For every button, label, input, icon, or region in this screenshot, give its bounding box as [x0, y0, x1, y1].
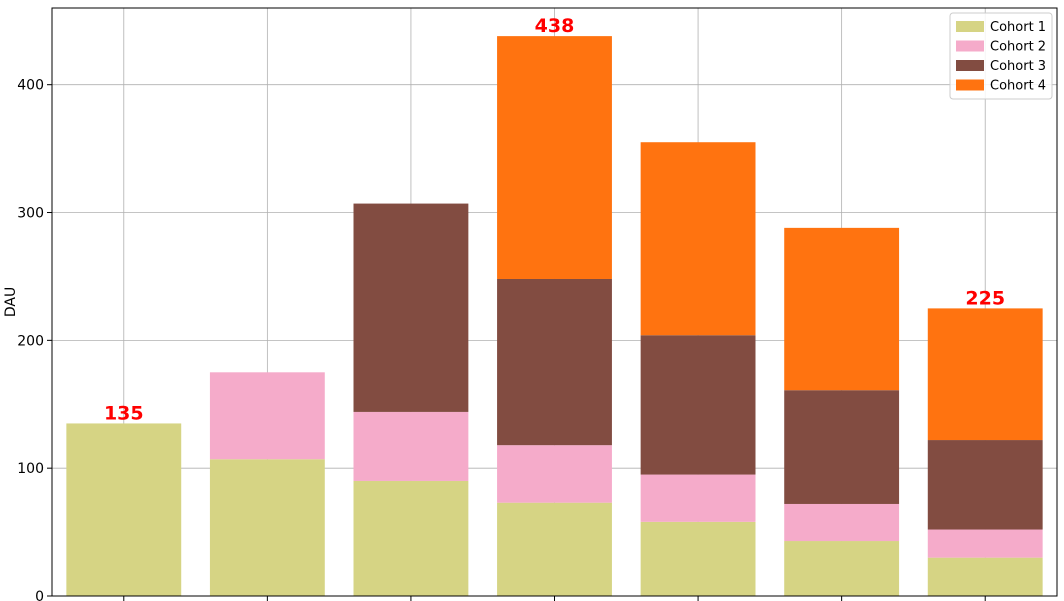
bar-segment [784, 227, 900, 391]
y-tick-label: 0 [35, 589, 44, 601]
bar-total-label: 135 [104, 402, 144, 424]
bar-segment [353, 480, 469, 596]
bar-segment [497, 502, 612, 596]
bar-segment [640, 142, 756, 336]
bar-segment [209, 459, 325, 596]
bar-segment [497, 278, 612, 446]
bar-total-label: 438 [535, 15, 575, 37]
y-tick-label: 100 [17, 461, 44, 477]
bar-segment [784, 503, 900, 542]
bar-segment [353, 203, 469, 412]
bars [66, 36, 1043, 596]
bar-segment [927, 440, 1043, 530]
bar-segment [640, 474, 756, 522]
legend-entry: Cohort 3 [990, 59, 1046, 74]
bar-segment [927, 557, 1043, 596]
legend-box [949, 12, 1053, 100]
legend-entry: Cohort 2 [990, 40, 1046, 55]
bar-segment [640, 335, 756, 475]
legend-swatch [956, 79, 984, 91]
legend-entry: Cohort 4 [990, 79, 1046, 94]
legend-entry: Cohort 1 [990, 20, 1046, 35]
legend-swatch [956, 60, 984, 71]
bar-segment [209, 372, 325, 460]
bar-segment [927, 308, 1043, 441]
axis-ticks: 0 100 200 300 400 [17, 78, 986, 601]
total-labels: 135 438 225 [104, 15, 1005, 424]
bar-segment [784, 541, 900, 596]
y-tick-label: 200 [17, 333, 44, 349]
bar-segment [927, 529, 1043, 558]
legend-swatch [956, 21, 984, 32]
y-axis-label: DAU [3, 287, 19, 317]
bar-segment [497, 36, 612, 279]
bar-total-label: 225 [965, 287, 1005, 309]
legend-swatch [956, 40, 984, 52]
bar-segment [66, 423, 182, 596]
y-tick-label: 300 [17, 206, 44, 222]
bar-segment [784, 390, 900, 504]
y-tick-label: 400 [17, 78, 44, 94]
bar-segment [640, 521, 756, 596]
bar-segment [497, 445, 612, 503]
bar-segment [353, 411, 469, 481]
legend: Cohort 1 Cohort 2 Cohort 3 Cohort 4 [949, 12, 1053, 100]
